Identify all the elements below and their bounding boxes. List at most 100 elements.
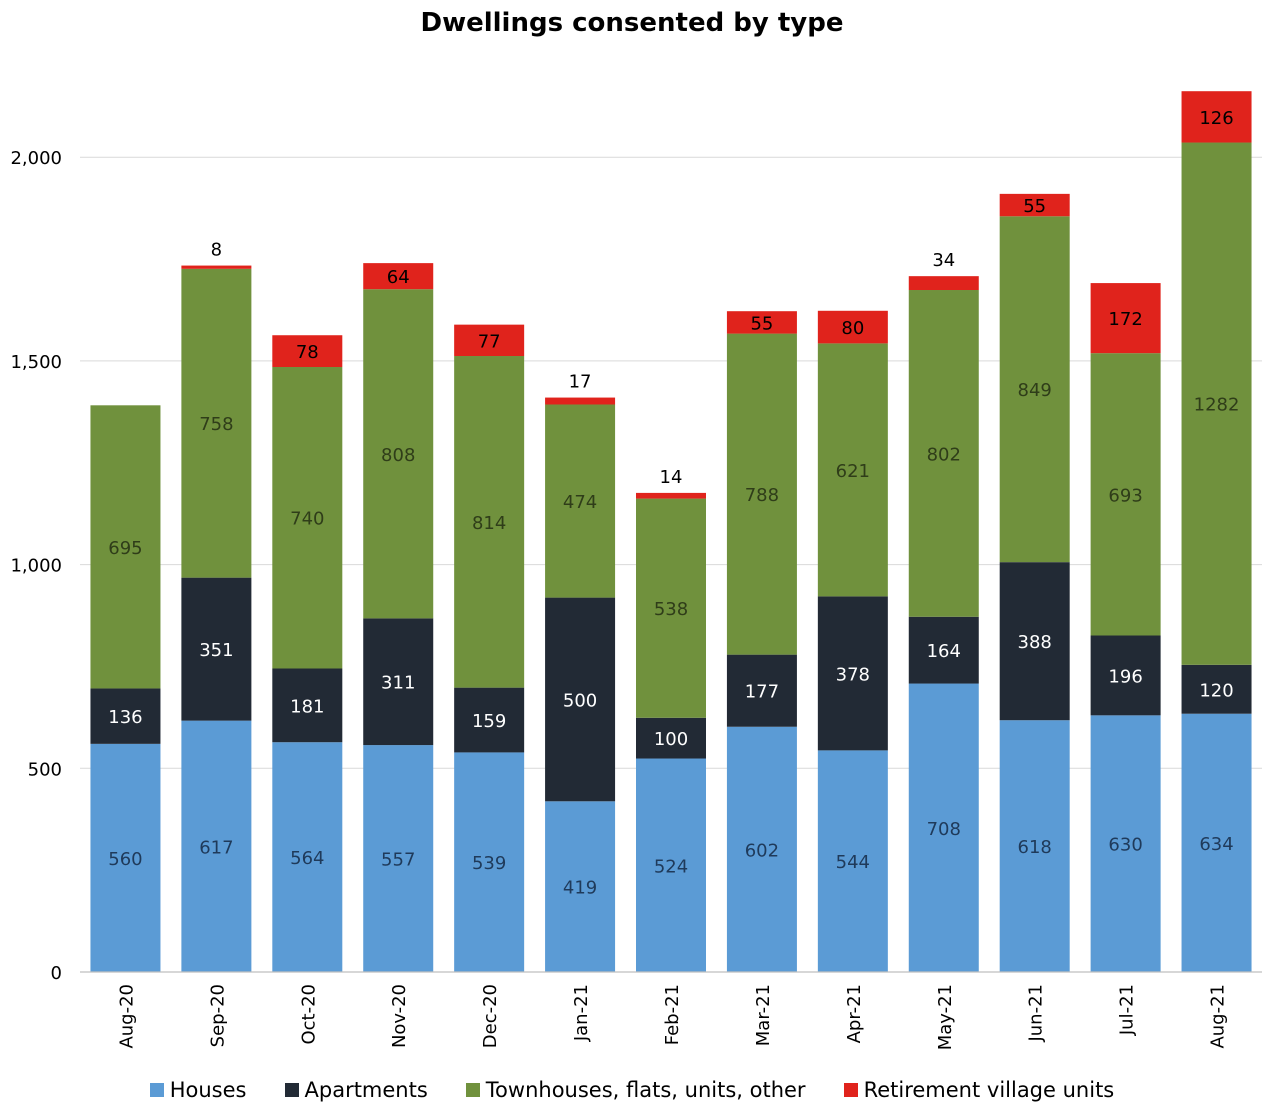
bar-segment <box>636 717 706 759</box>
bar-segment <box>181 577 252 721</box>
legend-label: Houses <box>169 1078 247 1102</box>
data-label: 100 <box>654 729 688 750</box>
data-label: 538 <box>654 599 688 620</box>
bar-segment <box>817 343 888 597</box>
bar-segment <box>1181 91 1252 143</box>
data-label: 634 <box>1199 834 1233 855</box>
legend-item: Apartments <box>284 1078 428 1102</box>
bar-segment <box>636 498 706 718</box>
x-tick-label: Jan-21 <box>571 984 592 1042</box>
bar-segment <box>272 367 343 669</box>
data-label: 814 <box>472 513 506 534</box>
data-label: 849 <box>1018 380 1052 401</box>
legend-swatch <box>284 1083 299 1097</box>
y-tick-label: 1,000 <box>10 556 62 577</box>
y-tick-label: 1,500 <box>10 352 62 373</box>
bar-segment <box>1090 635 1161 716</box>
bar-segment <box>726 311 797 334</box>
x-tick-label: Aug-20 <box>116 984 137 1049</box>
data-label: 693 <box>1108 485 1142 506</box>
data-label: 172 <box>1108 309 1142 330</box>
bar-segment <box>363 618 434 746</box>
bar-segment <box>726 333 797 655</box>
data-label: 560 <box>108 849 142 870</box>
bar-segment <box>817 750 888 972</box>
bar-segment <box>726 726 797 972</box>
bar-segment <box>363 289 434 619</box>
bar-segment <box>908 290 979 617</box>
legend-swatch <box>843 1083 858 1097</box>
bar-segment <box>90 405 161 689</box>
data-label: 802 <box>927 444 961 465</box>
data-label: 500 <box>563 690 597 711</box>
bar-segment <box>545 801 616 972</box>
data-label: 557 <box>381 850 415 871</box>
y-tick-label: 0 <box>51 963 62 984</box>
bar-segment <box>90 688 161 744</box>
data-label: 351 <box>199 640 233 661</box>
data-label: 617 <box>199 837 233 858</box>
bar-segment <box>181 720 252 972</box>
legend-item: Townhouses, flats, units, other <box>465 1078 806 1102</box>
legend-label: Apartments <box>304 1078 428 1102</box>
bar-segment <box>454 324 525 357</box>
bar-segment <box>545 397 616 405</box>
legend-label: Townhouses, flats, units, other <box>485 1078 806 1102</box>
data-label: 474 <box>563 492 597 513</box>
bar-segment <box>726 654 797 727</box>
data-label: 740 <box>290 509 324 530</box>
data-label: 177 <box>745 682 779 703</box>
bar-segment <box>636 492 706 499</box>
bar-segment <box>1090 353 1161 636</box>
bar-segment <box>363 745 434 972</box>
data-label: 311 <box>381 673 415 694</box>
data-label: 17 <box>569 372 592 393</box>
data-label: 539 <box>472 853 506 874</box>
data-label: 126 <box>1199 108 1233 129</box>
bar-segment <box>181 265 252 269</box>
bar-segment <box>999 216 1070 563</box>
chart-title: Dwellings consented by type <box>420 8 844 38</box>
legend-item: Retirement village units <box>843 1078 1115 1102</box>
bar-segment <box>454 687 525 753</box>
x-tick-label: Feb-21 <box>662 984 683 1045</box>
y-tick-label: 2,000 <box>10 148 62 169</box>
data-label: 120 <box>1199 680 1233 701</box>
data-label: 630 <box>1108 835 1142 856</box>
bar-segment <box>999 720 1070 972</box>
data-label: 708 <box>927 819 961 840</box>
y-tick-label: 500 <box>28 759 62 780</box>
bar-segment <box>545 597 616 802</box>
x-tick-label: Mar-21 <box>753 984 774 1046</box>
data-label: 181 <box>290 696 324 717</box>
x-tick-label: May-21 <box>935 984 956 1050</box>
data-label: 55 <box>750 313 773 334</box>
data-label: 14 <box>660 467 683 488</box>
data-label: 602 <box>745 840 779 861</box>
bar-segment <box>1090 715 1161 972</box>
data-label: 388 <box>1018 632 1052 653</box>
data-label: 378 <box>836 664 870 685</box>
data-label: 544 <box>836 852 870 873</box>
data-label: 758 <box>199 414 233 435</box>
x-tick-label: Apr-21 <box>844 984 865 1043</box>
data-label: 788 <box>745 485 779 506</box>
x-tick-label: Jun-21 <box>1026 984 1047 1043</box>
data-label: 136 <box>108 707 142 728</box>
data-label: 695 <box>108 538 142 559</box>
legend-label: Retirement village units <box>863 1078 1115 1102</box>
data-label: 55 <box>1023 196 1046 217</box>
x-tick-label: Sep-20 <box>207 984 228 1047</box>
x-tick-label: Nov-20 <box>389 984 410 1048</box>
bar-segment <box>272 742 343 972</box>
data-label: 64 <box>387 267 410 288</box>
bar-segment <box>90 743 161 972</box>
legend-swatch <box>149 1083 164 1097</box>
data-label: 808 <box>381 445 415 466</box>
data-label: 419 <box>563 878 597 899</box>
data-label: 564 <box>290 848 324 869</box>
bar-segment <box>636 758 706 972</box>
x-tick-label: Jul-21 <box>1117 984 1138 1036</box>
bar-segment <box>999 562 1070 721</box>
bar-segment <box>908 276 979 291</box>
